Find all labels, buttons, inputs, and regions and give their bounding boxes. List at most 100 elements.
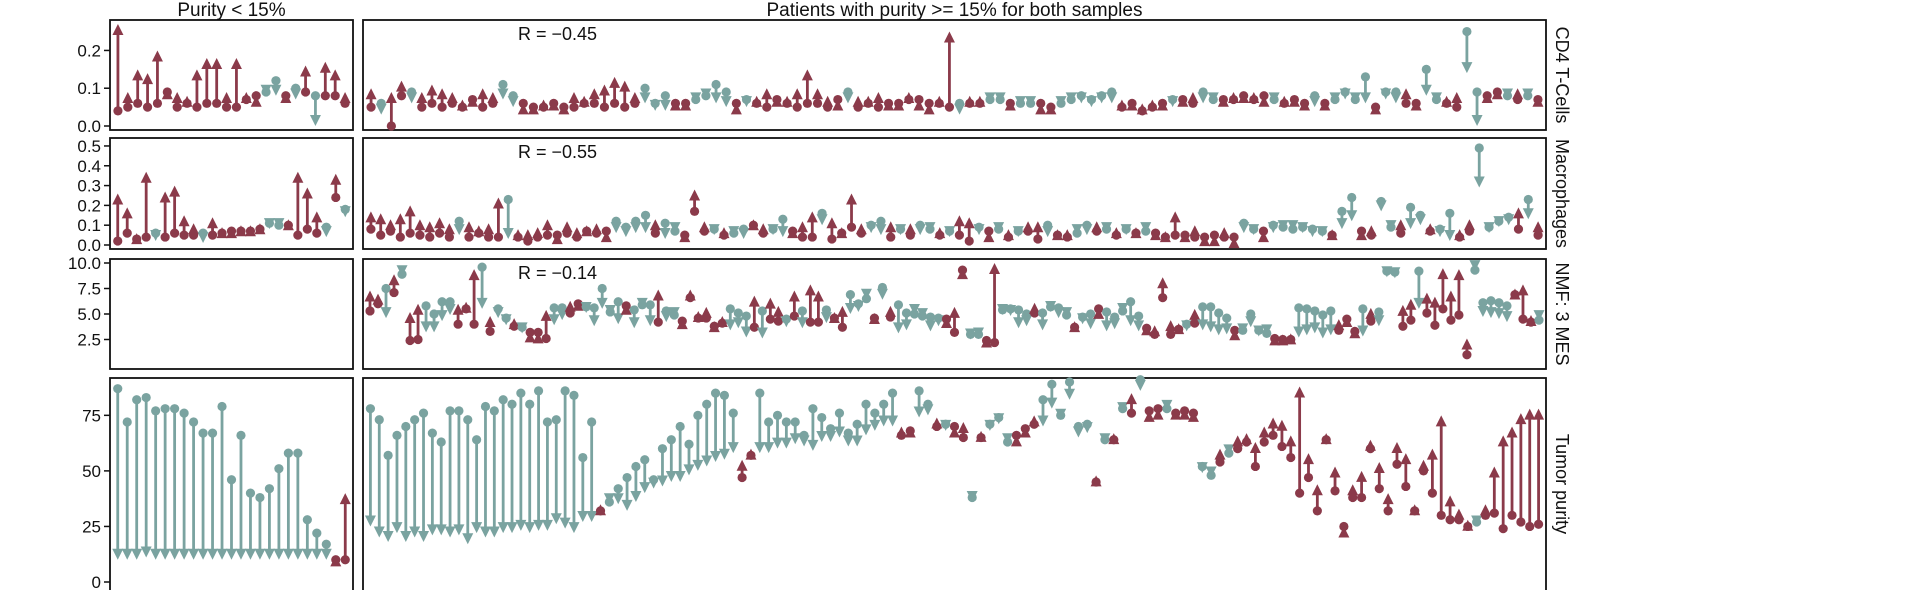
right-r1-arrow-head bbox=[1002, 229, 1014, 241]
left-r1-start-point bbox=[141, 232, 151, 242]
right-r1-start-point bbox=[493, 232, 504, 242]
right-r2-arrow-head bbox=[1405, 298, 1417, 310]
right-r3-arrow-head bbox=[922, 404, 934, 416]
right-r2-arrow-head bbox=[1477, 306, 1489, 318]
right-r0-start-point bbox=[427, 98, 437, 108]
right-r3-arrow-head bbox=[1170, 408, 1182, 420]
right-r0-arrow-head bbox=[1441, 95, 1453, 107]
right-r0-arrow-head bbox=[1420, 84, 1432, 96]
left-r3-arrow-head bbox=[121, 548, 133, 560]
right-r2-arrow-head bbox=[836, 305, 848, 317]
right-r2-arrow-head bbox=[1037, 319, 1049, 331]
right-panel-frame bbox=[362, 377, 1547, 590]
right-r2-arrow-head bbox=[596, 297, 608, 309]
right-r2-arrow-head bbox=[1525, 315, 1537, 327]
right-r1-arrow-head bbox=[1375, 200, 1387, 212]
right-r1-arrow-head bbox=[1326, 229, 1338, 241]
right-r3-arrow-head bbox=[435, 524, 447, 536]
right-r1-arrow-head bbox=[865, 222, 877, 234]
right-r2-arrow-head bbox=[388, 274, 400, 286]
right-r0-arrow-head bbox=[609, 76, 621, 88]
right-r3-start-point bbox=[542, 417, 553, 427]
right-r2-arrow-head bbox=[428, 321, 440, 333]
left-r3-start-point bbox=[132, 395, 142, 405]
right-r0-arrow-head bbox=[1522, 88, 1534, 100]
right-r0-arrow-head bbox=[487, 92, 499, 103]
right-r2-arrow-head bbox=[788, 290, 800, 302]
right-r0-arrow-head bbox=[994, 92, 1006, 104]
right-r3-start-point bbox=[1233, 444, 1243, 454]
right-r0-arrow-head bbox=[740, 96, 752, 108]
right-r1-start-point bbox=[964, 236, 974, 246]
right-r2-start-point bbox=[765, 314, 775, 324]
right-r2-start-point bbox=[1430, 320, 1440, 330]
left-r1-arrow-head bbox=[112, 193, 124, 205]
right-r3-arrow-head bbox=[1276, 419, 1288, 431]
right-r3-arrow-head bbox=[1356, 470, 1368, 482]
right-r3-arrow-head bbox=[1267, 417, 1279, 429]
right-r0-arrow-head bbox=[538, 99, 550, 111]
right-r3-arrow-head bbox=[586, 511, 598, 522]
right-r2-arrow-head bbox=[1173, 323, 1185, 335]
right-r1-arrow-head bbox=[502, 228, 514, 240]
right-r2-start-point bbox=[1206, 302, 1216, 312]
right-r2-start-point bbox=[1494, 298, 1504, 308]
right-r3-arrow-head bbox=[1223, 444, 1235, 456]
right-r3-start-point bbox=[870, 408, 880, 418]
right-r0-arrow-head bbox=[1136, 103, 1148, 115]
right-r3-arrow-head bbox=[975, 430, 987, 442]
right-r3-arrow-head bbox=[1444, 495, 1456, 507]
left-r3-arrow-head bbox=[140, 546, 152, 558]
right-r3-arrow-head bbox=[1125, 393, 1137, 405]
left-r0-arrow-head bbox=[151, 50, 163, 62]
right-r0-arrow-head bbox=[1481, 92, 1493, 103]
left-r3-start-point bbox=[340, 555, 350, 565]
right-r1-arrow-head bbox=[1454, 229, 1466, 241]
right-r1-start-point bbox=[650, 228, 660, 238]
right-r0-start-point bbox=[802, 98, 812, 108]
right-r3-start-point bbox=[728, 408, 738, 418]
right-r2-arrow-head bbox=[1301, 324, 1313, 336]
right-r2-arrow-head bbox=[860, 288, 872, 300]
right-r2-arrow-head bbox=[524, 331, 536, 343]
right-r3-arrow-head bbox=[656, 475, 668, 487]
right-r2-arrow-head bbox=[364, 290, 376, 302]
right-r0-arrow-head bbox=[781, 95, 793, 107]
right-r3-arrow-head bbox=[727, 442, 739, 454]
right-r3-arrow-head bbox=[1241, 433, 1253, 445]
right-r0-arrow-head bbox=[1339, 88, 1351, 100]
right-r1-arrow-head bbox=[473, 225, 485, 237]
left-r3-arrow-head bbox=[292, 548, 304, 560]
right-r2-arrow-head bbox=[1093, 307, 1105, 319]
left-r1-start-point bbox=[331, 192, 341, 203]
left-r3-start-point bbox=[236, 430, 246, 440]
right-r3-start-point bbox=[427, 428, 437, 438]
right-r3-arrow-head bbox=[559, 517, 571, 529]
right-r0-arrow-head bbox=[832, 99, 844, 111]
right-r1-arrow-head bbox=[846, 193, 858, 205]
right-r1-arrow-head bbox=[698, 221, 710, 233]
right-r3-arrow-head bbox=[1302, 453, 1314, 465]
right-r3-arrow-head bbox=[373, 526, 385, 538]
right-r1-arrow-head bbox=[1257, 231, 1269, 243]
right-r0-arrow-head bbox=[862, 95, 874, 107]
right-r0-arrow-head bbox=[1451, 92, 1463, 103]
right-r1-arrow-head bbox=[1493, 216, 1505, 228]
right-r1-arrow-head bbox=[1042, 226, 1054, 238]
right-r3-start-point bbox=[454, 406, 464, 416]
right-r2-arrow-head bbox=[1213, 324, 1225, 336]
right-r1-start-point bbox=[640, 210, 651, 220]
right-r3-arrow-head bbox=[710, 451, 722, 462]
right-r2-arrow-head bbox=[924, 320, 936, 332]
right-r2-arrow-head bbox=[612, 313, 624, 325]
right-r3-series bbox=[364, 375, 1545, 545]
right-r2-arrow-head bbox=[1013, 317, 1025, 329]
right-panel-frame bbox=[362, 258, 1547, 370]
right-r1-start-point bbox=[660, 218, 670, 228]
right-r3-arrow-head bbox=[1471, 515, 1483, 527]
right-r1-arrow-head bbox=[1424, 223, 1436, 235]
right-r0-arrow-head bbox=[801, 69, 813, 81]
right-r1-series bbox=[365, 143, 1544, 249]
